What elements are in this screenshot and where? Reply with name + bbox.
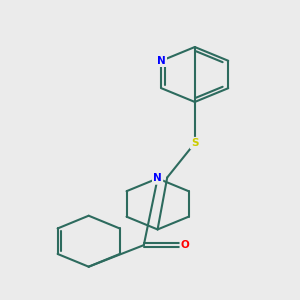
Text: S: S <box>191 138 199 148</box>
Text: N: N <box>157 56 166 66</box>
Text: O: O <box>181 240 190 250</box>
Text: N: N <box>153 173 162 183</box>
